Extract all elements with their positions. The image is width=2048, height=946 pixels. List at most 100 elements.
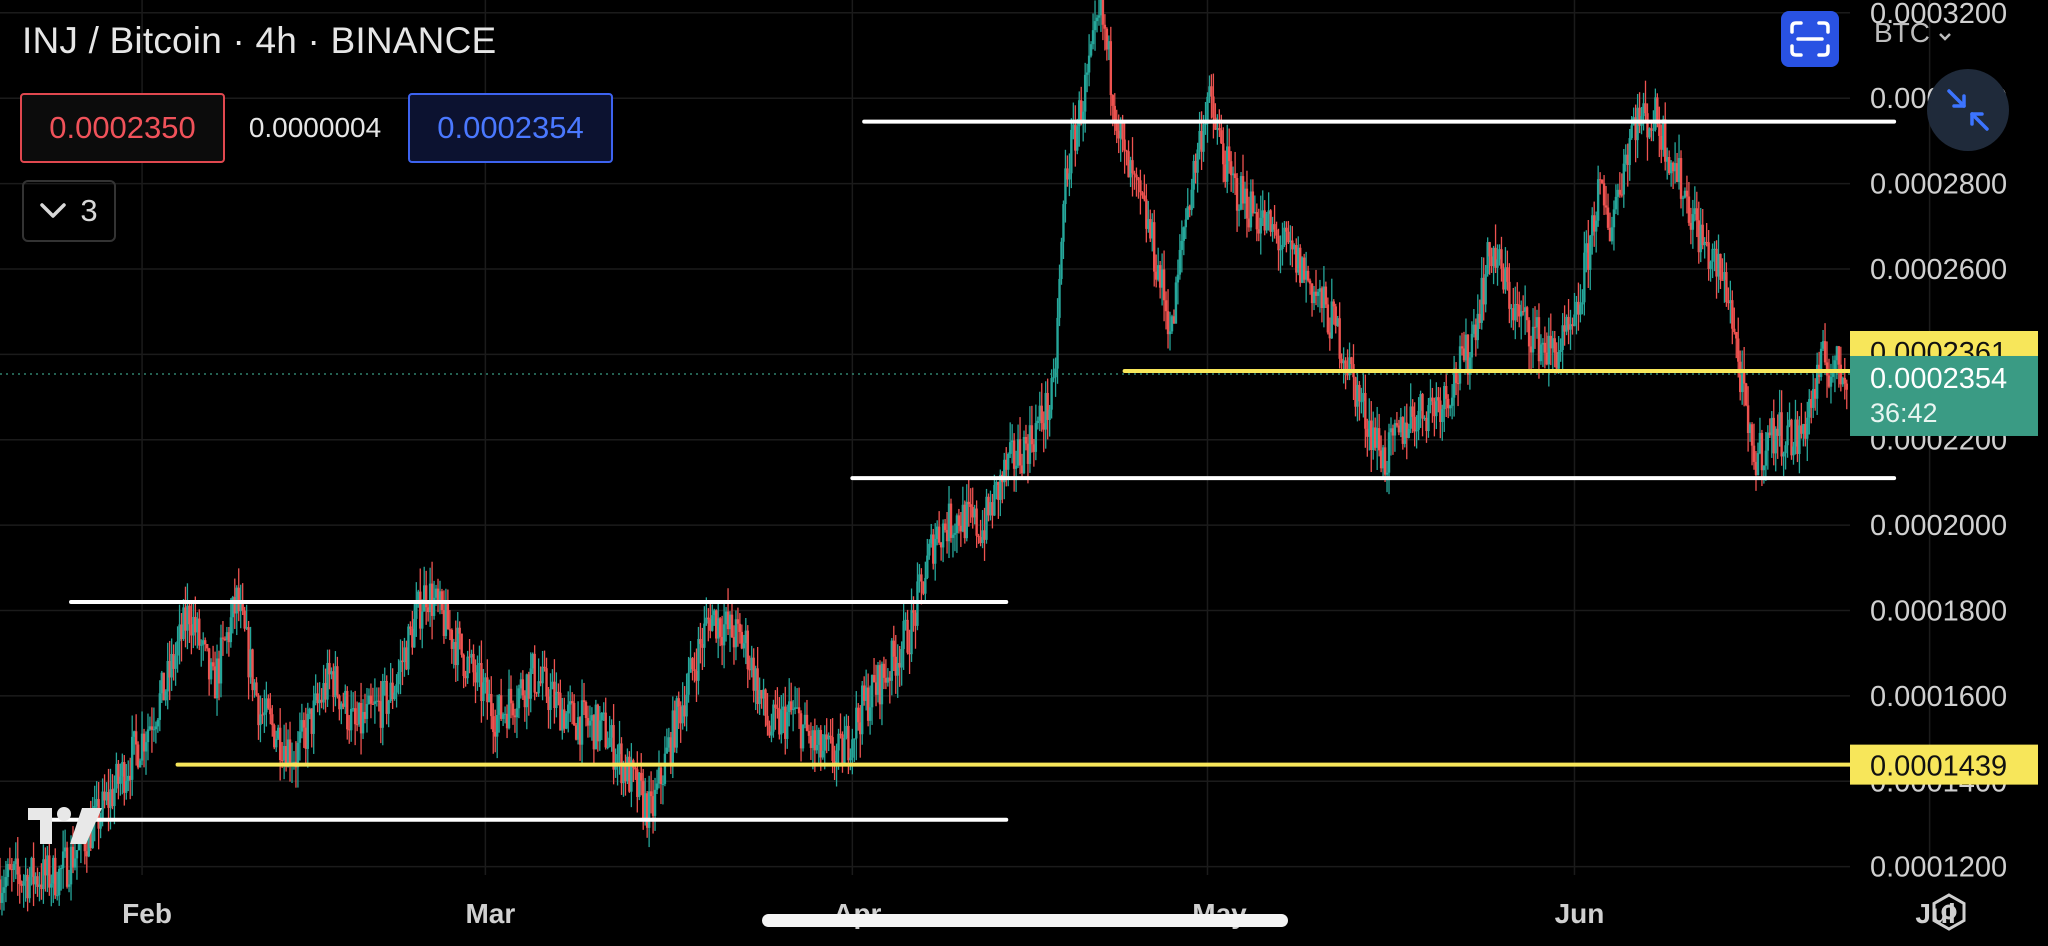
candle [1476, 294, 1479, 349]
candle-body [1591, 215, 1594, 236]
candle [649, 771, 653, 814]
candle-body [1545, 352, 1549, 365]
candle-body [634, 767, 637, 770]
candle-body [1598, 179, 1602, 181]
candle-body [1735, 332, 1738, 339]
sell-price-button[interactable]: 0.0002350 [20, 93, 225, 163]
candle-body [1537, 317, 1541, 362]
candle [357, 702, 361, 727]
candle-body [1046, 392, 1049, 420]
candle-body [1794, 419, 1797, 447]
candle-body [1078, 100, 1081, 127]
buy-price-button[interactable]: 0.0002354 [408, 93, 613, 163]
candle-body [389, 682, 392, 701]
candle-body [1417, 410, 1420, 430]
candle [166, 642, 169, 710]
candle [1593, 201, 1596, 247]
candle-body [1456, 383, 1460, 385]
candle-body [1445, 386, 1448, 399]
candle [182, 598, 185, 641]
candle-body [115, 763, 118, 789]
candle [172, 644, 175, 681]
candle [1551, 330, 1554, 372]
candle-body [1510, 308, 1513, 310]
candle [1725, 262, 1728, 307]
candle-body [1091, 30, 1095, 45]
candle [1206, 92, 1209, 143]
candle-body [531, 653, 534, 669]
candle-body [99, 818, 102, 829]
candle [472, 644, 475, 687]
candle-body [754, 668, 757, 691]
candle [1316, 288, 1320, 308]
candle [1429, 379, 1432, 414]
candle [1324, 281, 1328, 309]
candle [1600, 179, 1604, 185]
candle-body [1149, 219, 1152, 239]
candle [40, 863, 43, 900]
candle-body [1397, 425, 1401, 433]
candle-body [69, 846, 73, 885]
candle [734, 610, 738, 661]
candle [1727, 287, 1730, 310]
candle-body [282, 746, 286, 761]
candle [604, 697, 607, 750]
candle-body [174, 655, 177, 669]
candle [1016, 424, 1020, 468]
candle-body [1740, 369, 1744, 393]
candle-body [1737, 338, 1740, 362]
candle [1821, 329, 1825, 351]
indicators-toggle-button[interactable]: 3 [22, 180, 116, 242]
candle-body [57, 868, 61, 896]
candle-body [38, 884, 41, 887]
candle [1802, 423, 1805, 447]
candle-body [1673, 163, 1677, 172]
candle [28, 867, 31, 903]
candle [797, 687, 801, 729]
home-indicator[interactable] [762, 914, 1288, 927]
candle-body [989, 502, 992, 516]
candle-body [1466, 334, 1470, 375]
candle-body [1754, 461, 1758, 476]
candle [462, 653, 465, 689]
candle-body [42, 859, 45, 890]
candle-body [1107, 41, 1111, 50]
candle-body [1190, 189, 1193, 210]
currency-selector[interactable]: BTC [1874, 17, 1952, 49]
symbol-title[interactable]: INJ / Bitcoin · 4h · BINANCE [22, 20, 497, 61]
candle [424, 570, 428, 625]
candle-body [1648, 128, 1651, 138]
candle [1796, 411, 1799, 463]
candle [1366, 418, 1369, 457]
chart-settings-icon[interactable] [1930, 893, 1968, 931]
candle-body [1514, 304, 1517, 321]
candle [363, 693, 367, 724]
candle [395, 674, 398, 708]
candle-body [624, 763, 627, 782]
candle [1845, 379, 1848, 410]
candle-body [764, 689, 767, 716]
candle [1304, 251, 1308, 303]
candle-body [1687, 196, 1691, 223]
candle [1776, 414, 1779, 459]
drawn-lines-group[interactable] [45, 119, 1897, 822]
fullscreen-button[interactable] [1781, 11, 1839, 67]
candle-body [667, 737, 671, 748]
candle-body [1103, 24, 1107, 29]
candle-body [1028, 425, 1032, 464]
candle [322, 664, 325, 710]
candle [776, 687, 779, 719]
candle-body [991, 502, 994, 516]
candle [59, 864, 63, 891]
candle-body [1364, 393, 1367, 429]
candle [1208, 75, 1211, 103]
candle-body [665, 747, 669, 754]
candle-body [770, 731, 773, 736]
collapse-chart-button[interactable] [1927, 69, 2009, 151]
candle [910, 588, 913, 662]
candle [1046, 378, 1049, 440]
candle-body [375, 700, 379, 702]
candle-body [237, 587, 240, 612]
candle [1750, 422, 1754, 466]
